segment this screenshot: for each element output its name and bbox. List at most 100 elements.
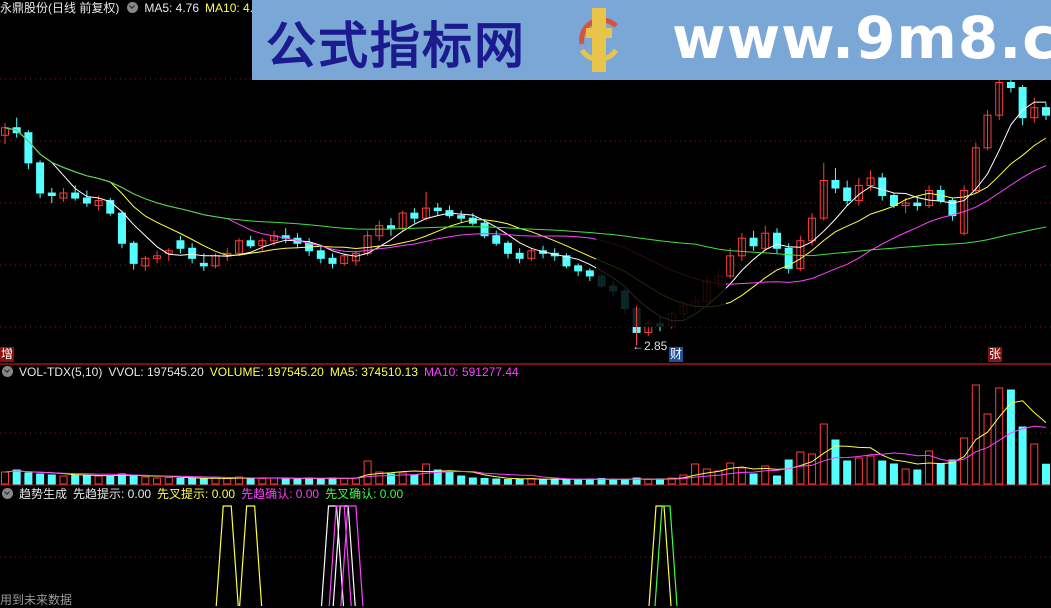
volume-bar bbox=[188, 477, 197, 485]
volume-bar bbox=[878, 460, 887, 485]
candle bbox=[761, 232, 770, 249]
volume-bar bbox=[761, 465, 770, 485]
candle bbox=[843, 187, 852, 202]
ma10-line bbox=[4, 127, 1047, 308]
candle bbox=[1042, 107, 1050, 116]
signal-spike bbox=[340, 505, 364, 606]
candle bbox=[889, 195, 898, 207]
candle bbox=[410, 212, 419, 219]
volume-bar bbox=[691, 463, 700, 485]
volume-bar bbox=[340, 478, 349, 485]
volume-bar bbox=[632, 477, 641, 485]
low-price-label: ←2.85 bbox=[632, 339, 668, 353]
dropdown-icon[interactable] bbox=[2, 366, 13, 377]
candle bbox=[153, 255, 162, 259]
candle bbox=[24, 132, 33, 164]
volume-bar bbox=[445, 471, 454, 485]
volume-bar bbox=[925, 450, 934, 485]
volume-bar bbox=[1042, 463, 1050, 485]
volume-ma5-value: MA5: 374510.13 bbox=[329, 365, 418, 379]
candle bbox=[258, 240, 267, 247]
volume-bar bbox=[153, 477, 162, 485]
candle bbox=[925, 190, 934, 207]
ma20-line bbox=[4, 127, 1047, 285]
candle bbox=[878, 177, 887, 197]
candle bbox=[47, 192, 56, 197]
dropdown-icon[interactable] bbox=[127, 2, 139, 13]
volume-bar bbox=[936, 463, 945, 485]
candle bbox=[433, 207, 442, 212]
volume-bar bbox=[176, 478, 185, 485]
volume-bar bbox=[316, 478, 325, 485]
candle bbox=[819, 179, 828, 219]
volume-bar bbox=[1030, 443, 1039, 485]
watermark-logo-icon bbox=[579, 8, 619, 72]
candle bbox=[737, 237, 746, 257]
candle bbox=[457, 215, 466, 219]
volume-bar bbox=[737, 467, 746, 485]
candle bbox=[106, 200, 115, 214]
candle bbox=[866, 177, 875, 186]
volume-bar bbox=[796, 451, 805, 485]
candle bbox=[983, 114, 992, 149]
badge-zeng[interactable]: 增 bbox=[0, 347, 14, 362]
volume-bar bbox=[901, 468, 910, 485]
signal-4-value: 先叉确认: 0.00 bbox=[325, 487, 404, 501]
candle bbox=[94, 200, 103, 207]
candle bbox=[176, 240, 185, 249]
candle bbox=[316, 250, 325, 259]
candle bbox=[375, 225, 384, 237]
candle bbox=[726, 255, 735, 277]
ma5-line bbox=[4, 101, 1046, 322]
volume-bar bbox=[12, 469, 21, 485]
volume-bar bbox=[656, 478, 665, 485]
volume-bar bbox=[433, 469, 442, 485]
candle bbox=[328, 257, 337, 264]
volume-bar bbox=[784, 459, 793, 485]
badge-zhang[interactable]: 张 bbox=[988, 347, 1002, 362]
candle bbox=[480, 222, 489, 237]
signal-3-value: 先趋确认: 0.00 bbox=[241, 487, 320, 501]
volume-bar bbox=[94, 475, 103, 485]
volume-bar bbox=[843, 460, 852, 485]
candle bbox=[749, 237, 758, 247]
volume-bar bbox=[363, 460, 372, 485]
volume-bar bbox=[71, 474, 80, 485]
candle bbox=[808, 217, 817, 242]
candle bbox=[492, 235, 501, 244]
volume-bar bbox=[562, 479, 571, 485]
candle bbox=[503, 242, 512, 254]
volume-bar bbox=[59, 475, 68, 485]
volume-bar bbox=[270, 477, 279, 485]
volume-bar bbox=[164, 477, 173, 485]
candle bbox=[901, 202, 910, 207]
volume-bar bbox=[129, 474, 138, 485]
candle bbox=[585, 270, 594, 277]
signal-1-value: 先趋提示: 0.00 bbox=[73, 487, 152, 501]
volume-bar bbox=[995, 387, 1004, 485]
volume-bar bbox=[960, 437, 969, 485]
ma5-value: MA5: 4.76 bbox=[144, 1, 200, 15]
volume-bar bbox=[47, 474, 56, 485]
footer-note: 用到未来数据 bbox=[0, 593, 73, 607]
volume-indicator-name: VOL-TDX(5,10) bbox=[19, 365, 103, 379]
watermark-logo-text: 公式指标网 bbox=[266, 17, 526, 75]
volume-bar bbox=[831, 439, 840, 485]
candle bbox=[854, 184, 863, 202]
volume-bar bbox=[293, 478, 302, 485]
dropdown-icon[interactable] bbox=[2, 488, 13, 499]
volume-bar bbox=[1006, 389, 1015, 485]
volume-bar bbox=[199, 478, 208, 485]
volume-bar bbox=[223, 478, 232, 485]
candle bbox=[36, 162, 45, 194]
volume-bar bbox=[106, 476, 115, 485]
volume-bar bbox=[258, 478, 267, 485]
stock-title: 永鼎股份(日线 前复权) bbox=[0, 1, 120, 15]
volume-bar bbox=[422, 463, 431, 485]
volume-bar bbox=[808, 453, 817, 485]
candle bbox=[1006, 81, 1015, 89]
candle bbox=[574, 265, 583, 272]
candle bbox=[796, 240, 805, 269]
badge-finance[interactable]: 财 bbox=[669, 347, 683, 362]
volume-bar bbox=[597, 478, 606, 485]
